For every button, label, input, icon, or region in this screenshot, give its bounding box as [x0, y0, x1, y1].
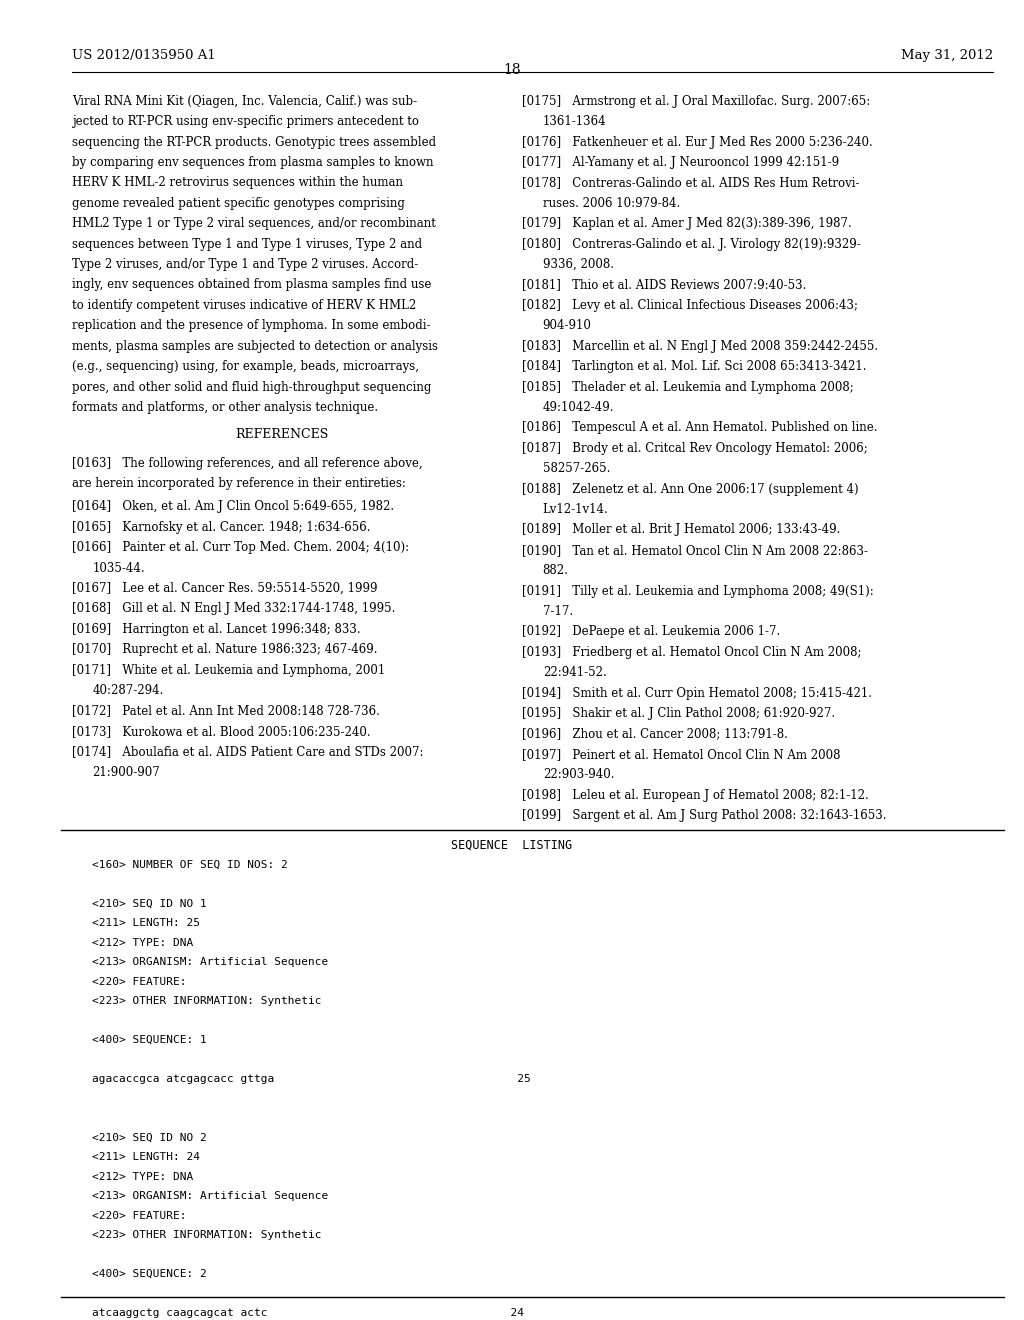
Text: [0198]   Leleu et al. European J of Hematol 2008; 82:1-12.: [0198] Leleu et al. European J of Hemato… [522, 789, 869, 801]
Text: <210> SEQ ID NO 2: <210> SEQ ID NO 2 [92, 1133, 207, 1143]
Text: [0180]   Contreras-Galindo et al. J. Virology 82(19):9329-: [0180] Contreras-Galindo et al. J. Virol… [522, 238, 861, 251]
Text: [0181]   Thio et al. AIDS Reviews 2007:9:40-53.: [0181] Thio et al. AIDS Reviews 2007:9:4… [522, 279, 807, 292]
Text: 49:1042-49.: 49:1042-49. [543, 401, 614, 414]
Text: [0166]   Painter et al. Curr Top Med. Chem. 2004; 4(10):: [0166] Painter et al. Curr Top Med. Chem… [72, 541, 409, 554]
Text: pores, and other solid and fluid high-throughput sequencing: pores, and other solid and fluid high-th… [72, 380, 431, 393]
Text: atcaaggctg caagcagcat actc                                    24: atcaaggctg caagcagcat actc 24 [92, 1308, 524, 1317]
Text: <212> TYPE: DNA: <212> TYPE: DNA [92, 1172, 194, 1181]
Text: [0174]   Aboulafia et al. AIDS Patient Care and STDs 2007:: [0174] Aboulafia et al. AIDS Patient Car… [72, 746, 423, 758]
Text: 7-17.: 7-17. [543, 605, 572, 618]
Text: <400> SEQUENCE: 1: <400> SEQUENCE: 1 [92, 1035, 207, 1045]
Text: [0176]   Fatkenheuer et al. Eur J Med Res 2000 5:236-240.: [0176] Fatkenheuer et al. Eur J Med Res … [522, 136, 873, 149]
Text: <210> SEQ ID NO 1: <210> SEQ ID NO 1 [92, 899, 207, 908]
Text: Type 2 viruses, and/or Type 1 and Type 2 viruses. Accord-: Type 2 viruses, and/or Type 1 and Type 2… [72, 259, 418, 271]
Text: replication and the presence of lymphoma. In some embodi-: replication and the presence of lymphoma… [72, 319, 430, 333]
Text: ments, plasma samples are subjected to detection or analysis: ments, plasma samples are subjected to d… [72, 339, 437, 352]
Text: sequencing the RT-PCR products. Genotypic trees assembled: sequencing the RT-PCR products. Genotypi… [72, 136, 436, 149]
Text: [0194]   Smith et al. Curr Opin Hematol 2008; 15:415-421.: [0194] Smith et al. Curr Opin Hematol 20… [522, 686, 872, 700]
Text: 904-910: 904-910 [543, 319, 592, 333]
Text: [0172]   Patel et al. Ann Int Med 2008:148 728-736.: [0172] Patel et al. Ann Int Med 2008:148… [72, 705, 380, 718]
Text: 40:287-294.: 40:287-294. [92, 684, 164, 697]
Text: [0196]   Zhou et al. Cancer 2008; 113:791-8.: [0196] Zhou et al. Cancer 2008; 113:791-… [522, 727, 788, 741]
Text: ruses. 2006 10:979-84.: ruses. 2006 10:979-84. [543, 197, 680, 210]
Text: 9336, 2008.: 9336, 2008. [543, 259, 613, 271]
Text: Viral RNA Mini Kit (Qiagen, Inc. Valencia, Calif.) was sub-: Viral RNA Mini Kit (Qiagen, Inc. Valenci… [72, 95, 417, 108]
Text: <220> FEATURE:: <220> FEATURE: [92, 977, 186, 987]
Text: [0188]   Zelenetz et al. Ann One 2006:17 (supplement 4): [0188] Zelenetz et al. Ann One 2006:17 (… [522, 483, 859, 495]
Text: [0164]   Oken, et al. Am J Clin Oncol 5:649-655, 1982.: [0164] Oken, et al. Am J Clin Oncol 5:64… [72, 500, 394, 513]
Text: [0182]   Levy et al. Clinical Infectious Diseases 2006:43;: [0182] Levy et al. Clinical Infectious D… [522, 298, 858, 312]
Text: [0183]   Marcellin et al. N Engl J Med 2008 359:2442-2455.: [0183] Marcellin et al. N Engl J Med 200… [522, 339, 879, 352]
Text: [0168]   Gill et al. N Engl J Med 332:1744-1748, 1995.: [0168] Gill et al. N Engl J Med 332:1744… [72, 602, 395, 615]
Text: [0191]   Tilly et al. Leukemia and Lymphoma 2008; 49(S1):: [0191] Tilly et al. Leukemia and Lymphom… [522, 585, 874, 598]
Text: formats and platforms, or other analysis technique.: formats and platforms, or other analysis… [72, 401, 378, 414]
Text: are herein incorporated by reference in their entireties:: are herein incorporated by reference in … [72, 478, 406, 490]
Text: 58257-265.: 58257-265. [543, 462, 610, 475]
Text: [0167]   Lee et al. Cancer Res. 59:5514-5520, 1999: [0167] Lee et al. Cancer Res. 59:5514-55… [72, 582, 377, 595]
Text: [0199]   Sargent et al. Am J Surg Pathol 2008: 32:1643-1653.: [0199] Sargent et al. Am J Surg Pathol 2… [522, 809, 887, 822]
Text: REFERENCES: REFERENCES [234, 428, 329, 441]
Text: [0186]   Tempescul A et al. Ann Hematol. Published on line.: [0186] Tempescul A et al. Ann Hematol. P… [522, 421, 878, 434]
Text: [0184]   Tarlington et al. Mol. Lif. Sci 2008 65:3413-3421.: [0184] Tarlington et al. Mol. Lif. Sci 2… [522, 360, 866, 374]
Text: agacaccgca atcgagcacc gttga                                    25: agacaccgca atcgagcacc gttga 25 [92, 1074, 530, 1084]
Text: [0193]   Friedberg et al. Hematol Oncol Clin N Am 2008;: [0193] Friedberg et al. Hematol Oncol Cl… [522, 645, 862, 659]
Text: <400> SEQUENCE: 2: <400> SEQUENCE: 2 [92, 1269, 207, 1279]
Text: 1035-44.: 1035-44. [92, 561, 144, 574]
Text: 1361-1364: 1361-1364 [543, 115, 606, 128]
Text: [0197]   Peinert et al. Hematol Oncol Clin N Am 2008: [0197] Peinert et al. Hematol Oncol Clin… [522, 748, 841, 760]
Text: (e.g., sequencing) using, for example, beads, microarrays,: (e.g., sequencing) using, for example, b… [72, 360, 419, 374]
Text: Lv12-1v14.: Lv12-1v14. [543, 503, 608, 516]
Text: 882.: 882. [543, 564, 568, 577]
Text: [0192]   DePaepe et al. Leukemia 2006 1-7.: [0192] DePaepe et al. Leukemia 2006 1-7. [522, 626, 780, 639]
Text: US 2012/0135950 A1: US 2012/0135950 A1 [72, 49, 215, 62]
Text: <211> LENGTH: 25: <211> LENGTH: 25 [92, 919, 200, 928]
Text: ingly, env sequences obtained from plasma samples find use: ingly, env sequences obtained from plasm… [72, 279, 431, 292]
Text: 22:903-940.: 22:903-940. [543, 768, 614, 781]
Text: [0169]   Harrington et al. Lancet 1996:348; 833.: [0169] Harrington et al. Lancet 1996:348… [72, 623, 360, 636]
Text: [0187]   Brody et al. Critcal Rev Oncology Hematol: 2006;: [0187] Brody et al. Critcal Rev Oncology… [522, 442, 868, 455]
Text: [0177]   Al-Yamany et al. J Neurooncol 1999 42:151-9: [0177] Al-Yamany et al. J Neurooncol 199… [522, 156, 840, 169]
Text: <223> OTHER INFORMATION: Synthetic: <223> OTHER INFORMATION: Synthetic [92, 997, 322, 1006]
Text: <160> NUMBER OF SEQ ID NOS: 2: <160> NUMBER OF SEQ ID NOS: 2 [92, 859, 288, 870]
Text: <220> FEATURE:: <220> FEATURE: [92, 1210, 186, 1221]
Text: <211> LENGTH: 24: <211> LENGTH: 24 [92, 1152, 200, 1162]
Text: [0170]   Ruprecht et al. Nature 1986:323; 467-469.: [0170] Ruprecht et al. Nature 1986:323; … [72, 643, 377, 656]
Text: [0173]   Kurokowa et al. Blood 2005:106:235-240.: [0173] Kurokowa et al. Blood 2005:106:23… [72, 725, 371, 738]
Text: <212> TYPE: DNA: <212> TYPE: DNA [92, 937, 194, 948]
Text: SEQUENCE  LISTING: SEQUENCE LISTING [452, 838, 572, 851]
Text: 22:941-52.: 22:941-52. [543, 667, 606, 680]
Text: [0185]   Thelader et al. Leukemia and Lymphoma 2008;: [0185] Thelader et al. Leukemia and Lymp… [522, 380, 854, 393]
Text: May 31, 2012: May 31, 2012 [901, 49, 993, 62]
Text: genome revealed patient specific genotypes comprising: genome revealed patient specific genotyp… [72, 197, 404, 210]
Text: HERV K HML-2 retrovirus sequences within the human: HERV K HML-2 retrovirus sequences within… [72, 177, 402, 190]
Text: [0178]   Contreras-Galindo et al. AIDS Res Hum Retrovi-: [0178] Contreras-Galindo et al. AIDS Res… [522, 177, 860, 190]
Text: to identify competent viruses indicative of HERV K HML2: to identify competent viruses indicative… [72, 298, 416, 312]
Text: <223> OTHER INFORMATION: Synthetic: <223> OTHER INFORMATION: Synthetic [92, 1230, 322, 1239]
Text: sequences between Type 1 and Type 1 viruses, Type 2 and: sequences between Type 1 and Type 1 viru… [72, 238, 422, 251]
Text: HML2 Type 1 or Type 2 viral sequences, and/or recombinant: HML2 Type 1 or Type 2 viral sequences, a… [72, 218, 435, 230]
Text: <213> ORGANISM: Artificial Sequence: <213> ORGANISM: Artificial Sequence [92, 957, 329, 968]
Text: [0175]   Armstrong et al. J Oral Maxillofac. Surg. 2007:65:: [0175] Armstrong et al. J Oral Maxillofa… [522, 95, 870, 108]
Text: 21:900-907: 21:900-907 [92, 766, 160, 779]
Text: by comparing env sequences from plasma samples to known: by comparing env sequences from plasma s… [72, 156, 433, 169]
Text: 18: 18 [503, 63, 521, 77]
Text: [0163]   The following references, and all reference above,: [0163] The following references, and all… [72, 457, 422, 470]
Text: jected to RT-PCR using env-specific primers antecedent to: jected to RT-PCR using env-specific prim… [72, 115, 419, 128]
Text: [0171]   White et al. Leukemia and Lymphoma, 2001: [0171] White et al. Leukemia and Lymphom… [72, 664, 385, 677]
Text: [0190]   Tan et al. Hematol Oncol Clin N Am 2008 22:863-: [0190] Tan et al. Hematol Oncol Clin N A… [522, 544, 868, 557]
Text: [0195]   Shakir et al. J Clin Pathol 2008; 61:920-927.: [0195] Shakir et al. J Clin Pathol 2008;… [522, 708, 836, 721]
Text: [0165]   Karnofsky et al. Cancer. 1948; 1:634-656.: [0165] Karnofsky et al. Cancer. 1948; 1:… [72, 521, 371, 533]
Text: <213> ORGANISM: Artificial Sequence: <213> ORGANISM: Artificial Sequence [92, 1191, 329, 1201]
Text: [0179]   Kaplan et al. Amer J Med 82(3):389-396, 1987.: [0179] Kaplan et al. Amer J Med 82(3):38… [522, 218, 852, 230]
Text: [0189]   Moller et al. Brit J Hematol 2006; 133:43-49.: [0189] Moller et al. Brit J Hematol 2006… [522, 524, 841, 536]
